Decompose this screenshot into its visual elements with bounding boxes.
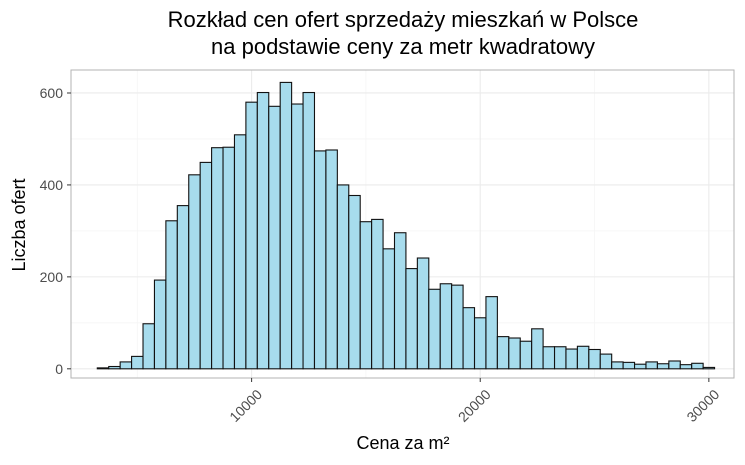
x-axis-title: Cena za m² [356, 433, 449, 453]
histogram-bar [108, 365, 121, 370]
histogram-bar [96, 367, 110, 370]
histogram-bar [176, 205, 190, 370]
histogram-bar [279, 81, 293, 370]
histogram-bars [96, 81, 716, 370]
histogram-bar [291, 103, 304, 370]
x-tick-label: 30000 [683, 386, 722, 425]
chart-title-line-1: Rozkład cen ofert sprzedaży mieszkań w P… [168, 7, 639, 32]
y-tick-label: 0 [55, 361, 63, 377]
histogram-bar [691, 362, 704, 370]
histogram-bar [325, 149, 338, 370]
histogram-bar [393, 232, 407, 370]
histogram-bar [222, 146, 236, 370]
histogram-bar [519, 340, 533, 370]
histogram-bar [382, 248, 396, 370]
histogram-bar [656, 363, 670, 370]
histogram-bar [485, 296, 498, 370]
histogram-bar [233, 134, 247, 370]
histogram-bar [702, 366, 716, 370]
y-axis-ticks: 0 200 400 600 [40, 85, 71, 377]
x-tick-label: 10000 [226, 386, 265, 425]
histogram-bar [611, 361, 624, 370]
histogram-bar [416, 257, 430, 370]
histogram-bar [371, 218, 384, 370]
chart-title-line-2: na podstawie ceny za metr kwadratowy [211, 34, 595, 59]
histogram-bar [576, 345, 590, 370]
histogram-bar [473, 317, 487, 370]
histogram-bar [348, 194, 361, 370]
histogram-bar [359, 221, 373, 370]
histogram-bar [313, 150, 327, 370]
histogram-bar [153, 279, 167, 370]
histogram-bar [588, 348, 601, 370]
histogram-bar [142, 323, 155, 370]
histogram-bar [645, 361, 658, 370]
histogram-bar [451, 284, 464, 370]
histogram-bar [199, 161, 213, 370]
histogram-bar [565, 348, 578, 370]
histogram-bar [553, 346, 567, 370]
histogram-bar [542, 346, 556, 370]
histogram-bar [622, 361, 636, 370]
histogram-bar [211, 147, 224, 370]
histogram-bar [336, 184, 350, 370]
histogram-bar [302, 91, 316, 370]
y-tick-label: 600 [40, 85, 64, 101]
histogram-bar [165, 220, 178, 370]
histogram-bar [268, 105, 281, 370]
histogram-bar [245, 101, 258, 370]
histogram-bar [633, 363, 647, 370]
histogram-bar [462, 307, 476, 370]
histogram-bar [599, 353, 613, 370]
histogram-bar [531, 328, 544, 370]
histogram-bar [131, 355, 144, 370]
histogram-bar [439, 283, 453, 370]
histogram-bar [508, 337, 521, 370]
histogram-bar [256, 91, 270, 370]
y-tick-label: 400 [40, 177, 64, 193]
histogram-bar [405, 268, 418, 370]
histogram-bar [428, 288, 441, 370]
y-axis-title: Liczba ofert [9, 178, 29, 271]
x-tick-label: 20000 [455, 386, 494, 425]
x-axis-ticks: 10000 20000 30000 [226, 378, 722, 425]
histogram-bar [668, 360, 681, 370]
histogram-bar [679, 364, 693, 370]
histogram-bar [496, 336, 510, 370]
plot-panel-border [70, 69, 735, 379]
histogram-bar [188, 174, 201, 370]
y-tick-label: 200 [40, 269, 64, 285]
histogram-bar [119, 361, 133, 370]
